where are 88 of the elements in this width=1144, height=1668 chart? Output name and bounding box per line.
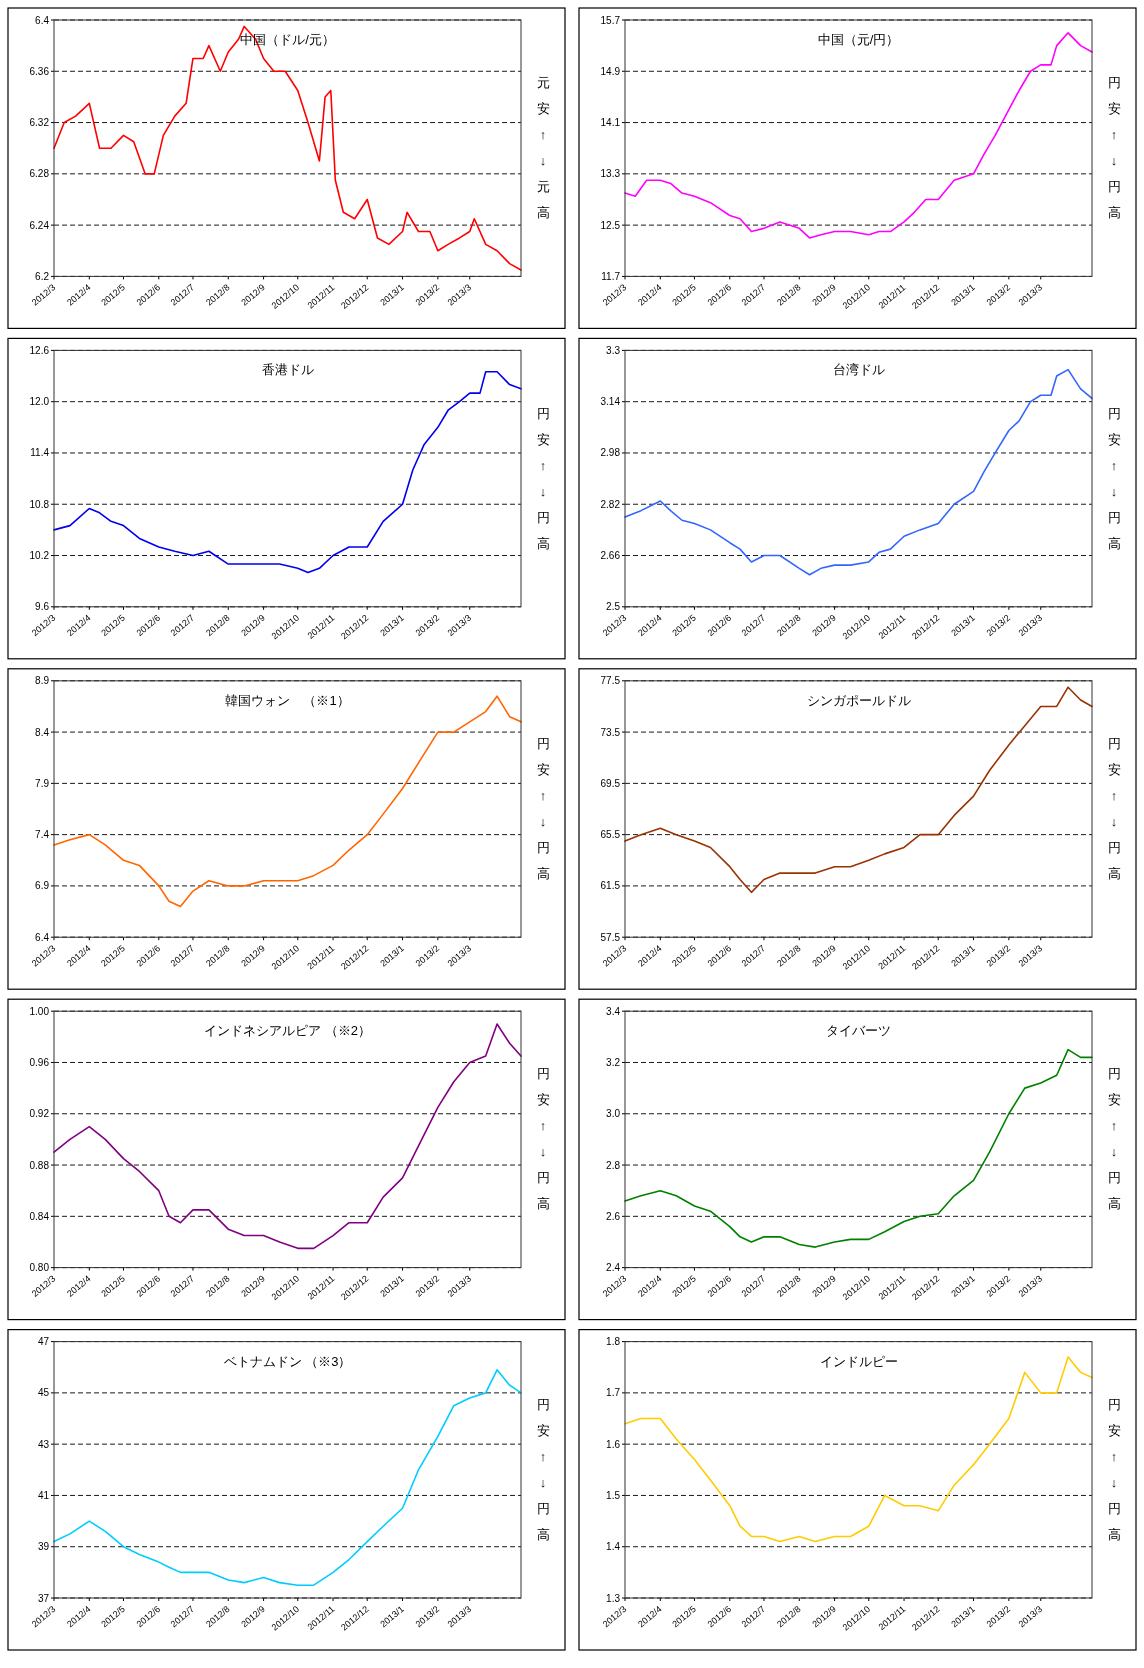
y-tick-label: 9.6	[35, 601, 50, 613]
y-tick-label: 47	[37, 1336, 50, 1348]
y-tick-label: 3.2	[606, 1056, 621, 1068]
text: シンガポールドル	[806, 692, 911, 708]
y-tick-label: 2.66	[600, 550, 621, 562]
text: 中国（ドル/元）	[240, 32, 335, 47]
y-tick-label: 2.5	[606, 601, 621, 613]
y-tick-label: 13.3	[600, 168, 621, 180]
text: 元安↑↓元高	[536, 75, 550, 221]
y-tick-label: 2.8	[606, 1159, 621, 1171]
y-tick-label: 77.5	[600, 675, 621, 687]
y-tick-label: 2.98	[600, 447, 621, 459]
y-tick-label: 14.1	[600, 117, 621, 129]
y-tick-label: 8.4	[35, 726, 50, 738]
y-tick-label: 12.6	[29, 344, 50, 356]
line-series	[53, 25, 522, 271]
y-tick-label: 6.2	[35, 270, 50, 282]
y-tick-label: 61.5	[600, 880, 621, 892]
y-tick-label: 1.6	[606, 1438, 621, 1450]
y-tick-label: 14.9	[600, 65, 621, 77]
y-tick-label: 6.28	[29, 168, 50, 180]
y-tick-label: 0.96	[29, 1056, 50, 1068]
text: タイバーツ	[826, 1023, 891, 1039]
y-tick-label: 1.4	[606, 1541, 621, 1553]
y-tick-label: 6.4	[35, 14, 50, 26]
text: 円安↑↓円高	[536, 1396, 550, 1542]
y-tick-label: 1.8	[606, 1336, 621, 1348]
y-tick-label: 6.4	[35, 931, 50, 943]
y-tick-label: 8.9	[35, 675, 50, 687]
y-tick-label: 0.92	[29, 1108, 50, 1120]
y-tick-label: 0.84	[29, 1210, 50, 1222]
text: ベトナムドン （※3）	[223, 1353, 352, 1369]
y-tick-label: 10.2	[29, 550, 50, 562]
text: 円安↑↓円高	[1107, 1066, 1121, 1212]
y-tick-label: 1.5	[606, 1489, 621, 1501]
y-tick-label: 43	[37, 1438, 50, 1450]
y-tick-label: 7.4	[35, 829, 50, 841]
text: 円安↑↓円高	[536, 1066, 550, 1212]
line-series	[624, 686, 1093, 894]
y-tick-label: 3.3	[606, 344, 621, 356]
y-tick-label: 6.24	[29, 219, 50, 231]
y-tick-label: 10.8	[29, 498, 50, 510]
text: 円安↑↓円高	[1107, 1396, 1121, 1542]
line-series	[53, 1369, 522, 1586]
y-tick-label: 6.9	[35, 880, 50, 892]
text: 香港ドル	[261, 362, 314, 378]
y-tick-label: 12.0	[29, 396, 50, 408]
text: 円安↑↓円高	[536, 736, 550, 881]
y-tick-label: 65.5	[600, 829, 621, 841]
y-tick-label: 0.88	[29, 1159, 50, 1171]
y-tick-label: 1.7	[606, 1387, 621, 1399]
text: インドルピー	[819, 1353, 898, 1369]
y-tick-label: 69.5	[600, 777, 621, 789]
text: 円安↑↓円高	[536, 405, 550, 551]
y-tick-label: 3.14	[600, 396, 621, 408]
y-tick-label: 2.6	[606, 1210, 621, 1222]
y-tick-label: 0.80	[29, 1262, 50, 1274]
y-tick-label: 1.00	[29, 1005, 50, 1017]
y-tick-label: 11.7	[601, 270, 621, 282]
line-series	[53, 695, 522, 908]
y-tick-label: 41	[37, 1489, 50, 1501]
y-tick-label: 3.4	[606, 1005, 621, 1017]
y-tick-label: 73.5	[600, 726, 621, 738]
text: 円安↑↓円高	[1107, 75, 1121, 221]
text: 円安↑↓円高	[1107, 736, 1121, 881]
text: 韓国ウォン （※1）	[225, 692, 350, 708]
y-tick-label: 3.0	[606, 1108, 621, 1120]
line-series	[624, 1048, 1093, 1248]
y-tick-label: 6.32	[29, 117, 50, 129]
y-tick-label: 2.4	[606, 1262, 621, 1274]
text: 中国（元/円）	[817, 32, 900, 47]
y-tick-label: 6.36	[29, 65, 50, 77]
y-tick-label: 57.5	[600, 931, 621, 943]
y-tick-label: 37	[37, 1592, 50, 1604]
y-tick-label: 15.7	[600, 14, 621, 26]
y-tick-label: 45	[37, 1387, 50, 1399]
line-series	[624, 32, 1093, 239]
y-tick-label: 1.3	[606, 1592, 621, 1604]
text: インドネシアルピア （※2）	[204, 1023, 371, 1039]
y-tick-label: 12.5	[600, 219, 621, 231]
y-tick-label: 11.4	[30, 447, 50, 459]
y-tick-label: 39	[37, 1541, 50, 1553]
y-tick-label: 2.82	[600, 498, 621, 510]
line-series	[624, 1356, 1093, 1543]
line-series	[53, 1023, 522, 1250]
text: 円安↑↓円高	[1107, 405, 1121, 551]
text: 台湾ドル	[832, 362, 885, 378]
y-tick-label: 7.9	[35, 777, 50, 789]
